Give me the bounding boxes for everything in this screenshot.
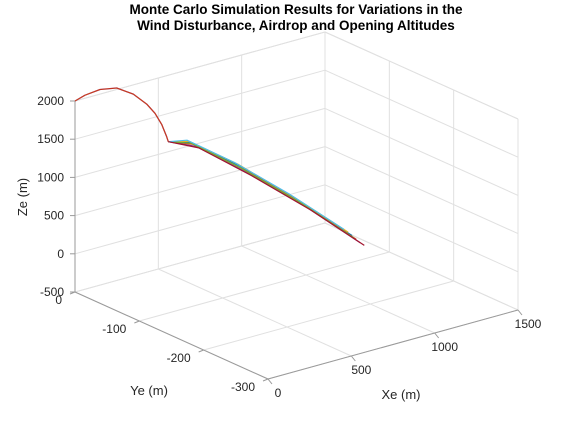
- y-axis-line: [74, 291, 269, 380]
- y-tick-label: -300: [231, 380, 255, 394]
- grid-line: [203, 280, 454, 351]
- box-edge: [324, 31, 519, 120]
- chart-title: Monte Carlo Simulation Results for Varia…: [129, 2, 463, 33]
- grid-line: [74, 107, 326, 178]
- grid-line: [324, 146, 519, 235]
- grid-lines: [74, 31, 519, 380]
- z-axis-label: Ze (m): [15, 178, 30, 216]
- canopy-trajectory-line: [168, 140, 349, 233]
- x-tick-mark: [434, 332, 440, 339]
- x-tick-label: 500: [351, 363, 371, 377]
- y-tick-mark: [198, 349, 204, 353]
- freefall-trajectory-line: [74, 87, 169, 142]
- x-tick-mark: [517, 309, 523, 316]
- grid-line: [324, 184, 519, 273]
- x-axis-line: [267, 309, 519, 380]
- chart-title-line-2: Wind Disturbance, Airdrop and Opening Al…: [137, 18, 455, 33]
- box-edge: [74, 31, 326, 102]
- x-tick-label: 1500: [515, 317, 542, 331]
- z-tick-label: -500: [40, 285, 64, 299]
- chart-title-line-1: Monte Carlo Simulation Results for Varia…: [129, 2, 463, 17]
- grid-line: [74, 222, 326, 293]
- grid-line: [139, 251, 390, 322]
- grid-line: [324, 222, 519, 311]
- z-tick-label: 500: [44, 209, 64, 223]
- axis-lines: [69, 100, 523, 385]
- canopy-trajectory-line: [168, 141, 361, 244]
- x-axis-label: Xe (m): [382, 387, 421, 402]
- axis-labels: Xe (m) Ye (m) Ze (m): [15, 178, 421, 402]
- z-tick-label: 2000: [37, 94, 64, 108]
- trajectories: [74, 87, 365, 246]
- canopy-trajectory-line: [168, 139, 345, 230]
- grid-line: [74, 69, 326, 140]
- y-axis-label: Ye (m): [130, 383, 168, 398]
- grid-line: [74, 146, 326, 217]
- x-tick-mark: [350, 355, 356, 362]
- grid-line: [158, 268, 352, 357]
- y-tick-label: 0: [55, 293, 62, 307]
- x-tick-label: 1000: [431, 340, 458, 354]
- grid-line: [324, 69, 519, 158]
- tick-labels: 0 500 1000 1500 0 -100 -200 -300 2000 1500 1000 500…: [37, 94, 541, 400]
- grid-line: [324, 107, 519, 196]
- y-tick-mark: [134, 320, 140, 324]
- z-tick-label: 1000: [37, 170, 64, 184]
- z-tick-label: 1500: [37, 132, 64, 146]
- x-tick-mark: [267, 378, 273, 385]
- freefall-trajectory-line: [74, 87, 169, 142]
- x-tick-label: 0: [275, 386, 282, 400]
- canopy-trajectory-line: [168, 141, 365, 246]
- grid-line: [241, 245, 435, 334]
- z-tick-label: 0: [57, 247, 64, 261]
- grid-line: [74, 184, 326, 255]
- y-tick-mark: [262, 378, 269, 382]
- y-tick-label: -100: [102, 322, 126, 336]
- y-tick-label: -200: [167, 351, 191, 365]
